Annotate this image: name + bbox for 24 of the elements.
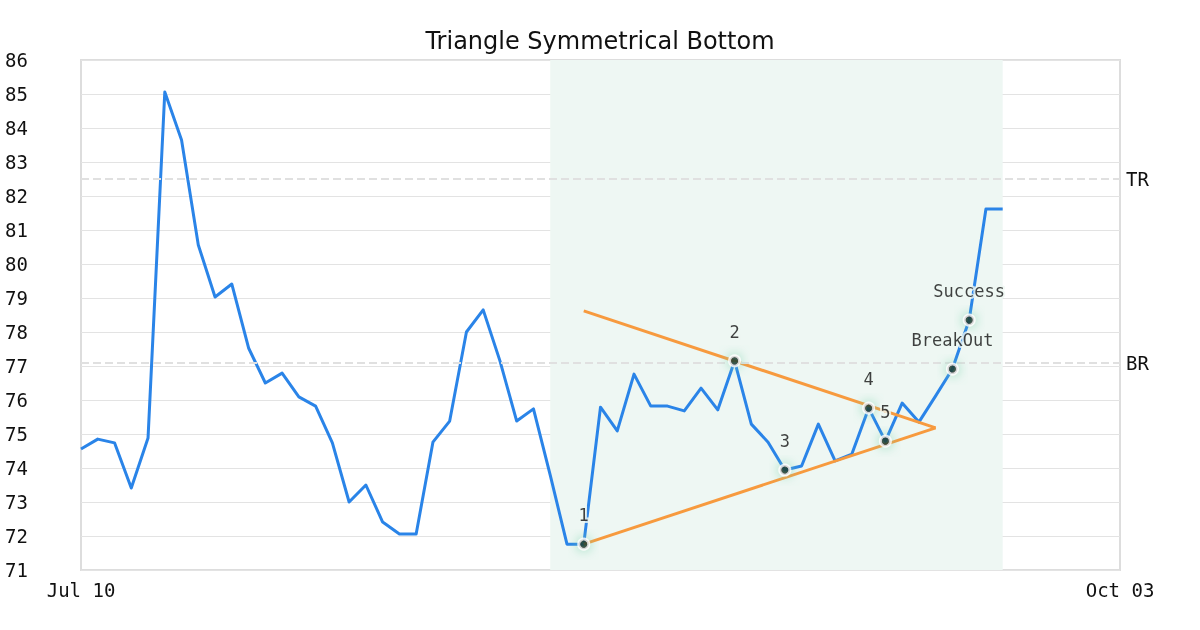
- ref-line-label: TR: [1126, 168, 1150, 190]
- y-tick-label: 82: [5, 185, 28, 207]
- ref-line-label: BR: [1126, 351, 1150, 374]
- y-tick-label: 76: [5, 389, 28, 411]
- chart-title: Triangle Symmetrical Bottom: [424, 27, 775, 55]
- y-tick-label: 81: [5, 219, 28, 241]
- x-tick-label: Oct 03: [1085, 578, 1155, 601]
- annotation: 2: [729, 321, 740, 342]
- y-tick-label: 84: [5, 117, 28, 139]
- y-tick-label: 85: [5, 83, 28, 105]
- y-tick-label: 78: [5, 321, 28, 343]
- x-tick-label: Jul 10: [46, 578, 116, 601]
- annotation: 4: [863, 369, 874, 390]
- y-tick-label: 72: [5, 525, 28, 547]
- y-tick-label: 75: [5, 423, 28, 445]
- y-tick-label: 80: [5, 253, 28, 275]
- y-tick-label: 79: [5, 287, 28, 309]
- y-tick-label: 77: [5, 355, 28, 377]
- annotation: 3: [779, 431, 790, 452]
- y-tick-label: 86: [5, 49, 28, 71]
- y-tick-label: 83: [5, 151, 28, 173]
- y-tick-label: 73: [5, 491, 28, 513]
- y-tick-label: 74: [5, 457, 28, 479]
- y-tick-label: 71: [5, 559, 28, 581]
